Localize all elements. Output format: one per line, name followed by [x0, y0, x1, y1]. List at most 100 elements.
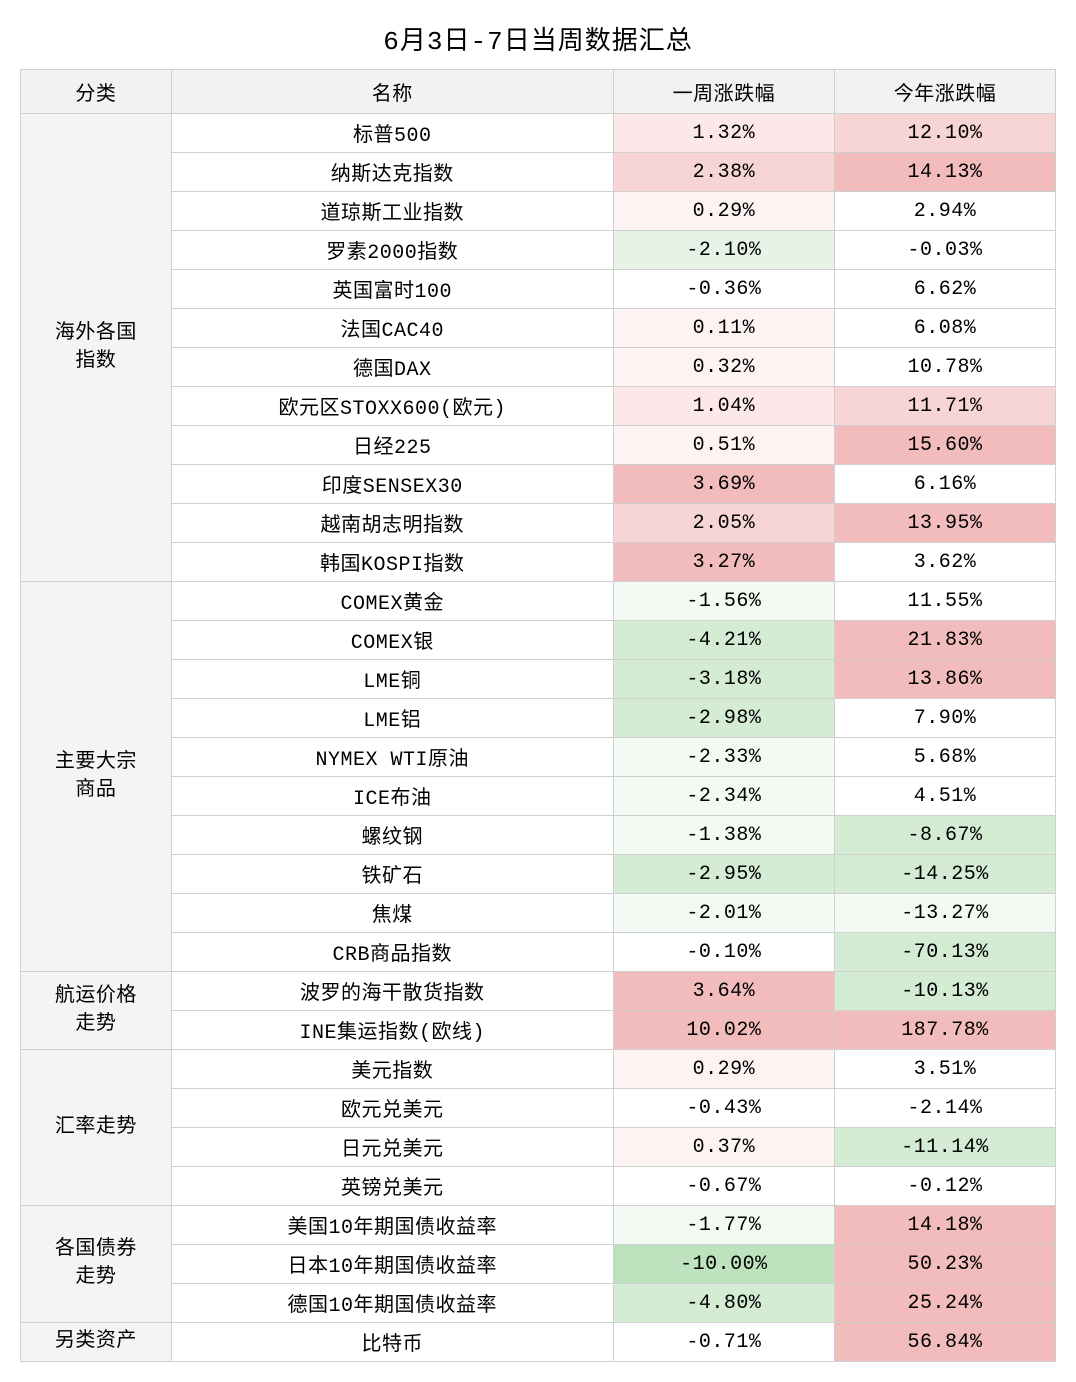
year-cell: 13.95%: [834, 504, 1055, 543]
name-cell: 日元兑美元: [171, 1128, 613, 1167]
week-cell: 0.29%: [613, 192, 834, 231]
table-row: 欧元区STOXX600(欧元)1.04%11.71%: [21, 387, 1056, 426]
name-cell: INE集运指数(欧线): [171, 1011, 613, 1050]
year-cell: 21.83%: [834, 621, 1055, 660]
year-cell: -13.27%: [834, 894, 1055, 933]
week-cell: 2.05%: [613, 504, 834, 543]
year-cell: 50.23%: [834, 1245, 1055, 1284]
year-cell: -0.03%: [834, 231, 1055, 270]
table-row: 纳斯达克指数2.38%14.13%: [21, 153, 1056, 192]
name-cell: 铁矿石: [171, 855, 613, 894]
name-cell: CRB商品指数: [171, 933, 613, 972]
category-cell: 汇率走势: [21, 1050, 172, 1206]
week-cell: -4.21%: [613, 621, 834, 660]
table-row: 罗素2000指数-2.10%-0.03%: [21, 231, 1056, 270]
col-category: 分类: [21, 70, 172, 114]
name-cell: 韩国KOSPI指数: [171, 543, 613, 582]
week-cell: 2.38%: [613, 153, 834, 192]
table-row: 各国债券走势美国10年期国债收益率-1.77%14.18%: [21, 1206, 1056, 1245]
year-cell: 13.86%: [834, 660, 1055, 699]
year-cell: -2.14%: [834, 1089, 1055, 1128]
category-cell: 海外各国指数: [21, 114, 172, 582]
year-cell: 15.60%: [834, 426, 1055, 465]
week-cell: -1.56%: [613, 582, 834, 621]
week-cell: -2.10%: [613, 231, 834, 270]
name-cell: 日经225: [171, 426, 613, 465]
table-row: 道琼斯工业指数0.29%2.94%: [21, 192, 1056, 231]
name-cell: 美国10年期国债收益率: [171, 1206, 613, 1245]
year-cell: -10.13%: [834, 972, 1055, 1011]
year-cell: 5.68%: [834, 738, 1055, 777]
week-cell: -3.18%: [613, 660, 834, 699]
table-row: 英国富时100-0.36%6.62%: [21, 270, 1056, 309]
table-row: 另类资产比特币-0.71%56.84%: [21, 1323, 1056, 1362]
category-cell: 航运价格走势: [21, 972, 172, 1050]
week-cell: 3.69%: [613, 465, 834, 504]
week-cell: -4.80%: [613, 1284, 834, 1323]
table-row: 印度SENSEX303.69%6.16%: [21, 465, 1056, 504]
table-row: LME铝-2.98%7.90%: [21, 699, 1056, 738]
week-cell: -10.00%: [613, 1245, 834, 1284]
year-cell: 3.62%: [834, 543, 1055, 582]
name-cell: 比特币: [171, 1323, 613, 1362]
year-cell: 6.16%: [834, 465, 1055, 504]
year-cell: -0.12%: [834, 1167, 1055, 1206]
table-row: NYMEX WTI原油-2.33%5.68%: [21, 738, 1056, 777]
name-cell: 美元指数: [171, 1050, 613, 1089]
table-row: LME铜-3.18%13.86%: [21, 660, 1056, 699]
week-cell: -2.98%: [613, 699, 834, 738]
category-cell: 另类资产: [21, 1323, 172, 1362]
table-row: 海外各国指数标普5001.32%12.10%: [21, 114, 1056, 153]
week-cell: -1.77%: [613, 1206, 834, 1245]
category-cell: 主要大宗商品: [21, 582, 172, 972]
table-row: INE集运指数(欧线)10.02%187.78%: [21, 1011, 1056, 1050]
year-cell: -70.13%: [834, 933, 1055, 972]
week-cell: -1.38%: [613, 816, 834, 855]
week-cell: 0.29%: [613, 1050, 834, 1089]
week-cell: 3.27%: [613, 543, 834, 582]
table-row: 日本10年期国债收益率-10.00%50.23%: [21, 1245, 1056, 1284]
name-cell: 罗素2000指数: [171, 231, 613, 270]
week-cell: 1.32%: [613, 114, 834, 153]
table-row: 主要大宗商品COMEX黄金-1.56%11.55%: [21, 582, 1056, 621]
name-cell: 欧元兑美元: [171, 1089, 613, 1128]
table-row: 日元兑美元0.37%-11.14%: [21, 1128, 1056, 1167]
name-cell: LME铝: [171, 699, 613, 738]
year-cell: 14.18%: [834, 1206, 1055, 1245]
name-cell: 英国富时100: [171, 270, 613, 309]
name-cell: 德国DAX: [171, 348, 613, 387]
col-name: 名称: [171, 70, 613, 114]
header-row: 分类 名称 一周涨跌幅 今年涨跌幅: [21, 70, 1056, 114]
year-cell: -14.25%: [834, 855, 1055, 894]
name-cell: 印度SENSEX30: [171, 465, 613, 504]
week-cell: -2.95%: [613, 855, 834, 894]
name-cell: NYMEX WTI原油: [171, 738, 613, 777]
year-cell: 6.08%: [834, 309, 1055, 348]
year-cell: 14.13%: [834, 153, 1055, 192]
table-row: 螺纹钢-1.38%-8.67%: [21, 816, 1056, 855]
name-cell: COMEX银: [171, 621, 613, 660]
table-row: ICE布油-2.34%4.51%: [21, 777, 1056, 816]
table-row: 越南胡志明指数2.05%13.95%: [21, 504, 1056, 543]
name-cell: 焦煤: [171, 894, 613, 933]
week-cell: 0.11%: [613, 309, 834, 348]
name-cell: 标普500: [171, 114, 613, 153]
table-row: 英镑兑美元-0.67%-0.12%: [21, 1167, 1056, 1206]
week-cell: 3.64%: [613, 972, 834, 1011]
name-cell: ICE布油: [171, 777, 613, 816]
name-cell: 越南胡志明指数: [171, 504, 613, 543]
year-cell: 12.10%: [834, 114, 1055, 153]
table-row: 日经2250.51%15.60%: [21, 426, 1056, 465]
year-cell: -11.14%: [834, 1128, 1055, 1167]
year-cell: 25.24%: [834, 1284, 1055, 1323]
week-cell: -0.10%: [613, 933, 834, 972]
name-cell: 日本10年期国债收益率: [171, 1245, 613, 1284]
week-cell: -2.33%: [613, 738, 834, 777]
week-cell: 10.02%: [613, 1011, 834, 1050]
col-week: 一周涨跌幅: [613, 70, 834, 114]
name-cell: 波罗的海干散货指数: [171, 972, 613, 1011]
name-cell: 德国10年期国债收益率: [171, 1284, 613, 1323]
name-cell: 法国CAC40: [171, 309, 613, 348]
table-row: 焦煤-2.01%-13.27%: [21, 894, 1056, 933]
name-cell: LME铜: [171, 660, 613, 699]
